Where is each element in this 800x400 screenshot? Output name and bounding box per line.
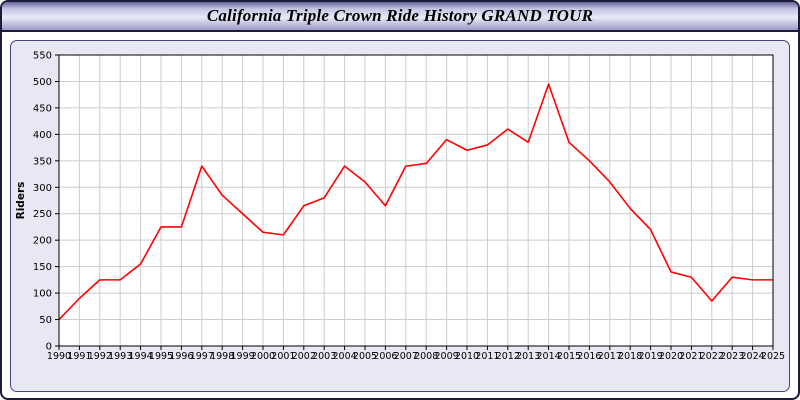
riders-line-chart: 0501001502002503003504004505005501990199…: [15, 51, 785, 363]
svg-text:2004: 2004: [333, 351, 357, 362]
svg-text:1991: 1991: [67, 351, 91, 362]
svg-text:2017: 2017: [598, 351, 622, 362]
svg-text:2019: 2019: [639, 351, 663, 362]
svg-text:2025: 2025: [761, 351, 785, 362]
svg-text:2012: 2012: [496, 351, 520, 362]
svg-text:1998: 1998: [210, 351, 234, 362]
chart-title-bar: California Triple Crown Ride History GRA…: [2, 2, 798, 32]
svg-text:1990: 1990: [47, 351, 71, 362]
svg-text:250: 250: [33, 209, 52, 220]
svg-text:2016: 2016: [577, 351, 601, 362]
svg-text:2009: 2009: [435, 351, 459, 362]
svg-text:1993: 1993: [108, 351, 132, 362]
svg-text:1995: 1995: [149, 351, 173, 362]
svg-text:Riders: Riders: [15, 182, 27, 220]
svg-text:200: 200: [33, 236, 52, 247]
svg-text:2015: 2015: [557, 351, 581, 362]
svg-text:2020: 2020: [659, 351, 683, 362]
svg-text:2018: 2018: [618, 351, 642, 362]
svg-text:2005: 2005: [353, 351, 377, 362]
svg-text:2014: 2014: [537, 351, 561, 362]
svg-text:2010: 2010: [455, 351, 479, 362]
svg-text:2021: 2021: [679, 351, 703, 362]
svg-text:550: 550: [33, 51, 52, 62]
svg-text:2024: 2024: [741, 351, 765, 362]
svg-text:2002: 2002: [292, 351, 316, 362]
svg-text:1996: 1996: [169, 351, 193, 362]
chart-panel: 0 50 100 150 200 250 300 350 400 450 500 550 1990 199…: [10, 40, 790, 392]
svg-text:450: 450: [33, 103, 52, 114]
svg-text:1999: 1999: [231, 351, 255, 362]
svg-text:2023: 2023: [720, 351, 744, 362]
svg-text:500: 500: [33, 77, 52, 88]
svg-text:2006: 2006: [373, 351, 397, 362]
svg-text:50: 50: [39, 315, 52, 326]
svg-text:100: 100: [33, 289, 52, 300]
svg-text:1997: 1997: [190, 351, 214, 362]
svg-text:400: 400: [33, 130, 52, 141]
svg-text:150: 150: [33, 262, 52, 273]
svg-text:2007: 2007: [394, 351, 418, 362]
svg-text:2022: 2022: [700, 351, 724, 362]
svg-text:2011: 2011: [475, 351, 499, 362]
svg-text:300: 300: [33, 183, 52, 194]
svg-text:2001: 2001: [271, 351, 295, 362]
svg-text:350: 350: [33, 156, 52, 167]
svg-text:1992: 1992: [88, 351, 112, 362]
svg-text:1994: 1994: [129, 351, 153, 362]
svg-text:2008: 2008: [414, 351, 438, 362]
svg-text:0: 0: [46, 342, 52, 353]
svg-text:2000: 2000: [251, 351, 275, 362]
svg-text:2003: 2003: [312, 351, 336, 362]
svg-text:2013: 2013: [516, 351, 540, 362]
chart-title: California Triple Crown Ride History GRA…: [206, 6, 594, 25]
